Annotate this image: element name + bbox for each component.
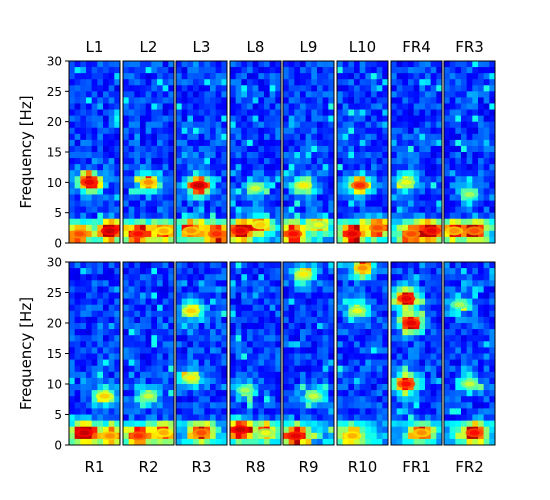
panel-label: R9: [299, 458, 319, 476]
y-tick-label: 20: [47, 115, 62, 129]
panel-label: L8: [247, 38, 265, 56]
panel-label: R1: [85, 458, 105, 476]
y-axis-label: Frequency [Hz]: [17, 297, 35, 410]
panel-label: FR3: [455, 38, 484, 56]
y-tick-label: 15: [47, 347, 62, 361]
spectrogram-image: [230, 61, 282, 244]
spectrogram-panel-l1: L1: [69, 38, 121, 244]
y-tick-label: 30: [47, 55, 62, 69]
panel-label: L10: [349, 38, 376, 56]
y-tick-label: 20: [47, 317, 62, 331]
y-axis: 0 5 10 15 20 25 30 Frequency [Hz]: [17, 256, 69, 453]
y-tick-label: 5: [54, 408, 62, 422]
spectrogram-image: [69, 262, 121, 446]
spectrogram-panel-r9: R9: [283, 262, 335, 476]
y-tick-label: 10: [47, 176, 62, 190]
spectrogram-panel-fr2: FR2: [444, 262, 496, 476]
spectrogram-panel-l3: L3: [176, 38, 228, 244]
y-tick-label: 15: [47, 146, 62, 160]
y-tick-label: 25: [47, 85, 62, 99]
spectrogram-panel-r2: R2: [123, 262, 175, 476]
spectrogram-image: [123, 262, 175, 446]
panel-label: FR1: [402, 458, 431, 476]
panel-label: L1: [86, 38, 104, 56]
panel-label: R3: [192, 458, 212, 476]
y-tick-label: 5: [54, 206, 62, 220]
spectrogram-row-1: L1 L2 L3 L8 L9 L10 FR4 FR3 0 5 10 15 20 25 30 Frequency…: [17, 38, 496, 251]
y-tick-label: 0: [54, 439, 62, 453]
panel-label: L9: [300, 38, 318, 56]
spectrogram-row-2: R1 R2 R3 R8 R9 R10 FR1 FR2 0 5 10 15 20 25 30 Frequency…: [17, 256, 496, 477]
spectrogram-panel-fr3: FR3: [444, 38, 496, 244]
spectrogram-image: [337, 61, 389, 244]
spectrogram-image: [444, 262, 496, 446]
spectrogram-image: [176, 61, 228, 244]
panel-label: FR2: [455, 458, 484, 476]
spectrogram-panel-r10: R10: [337, 262, 389, 476]
spectrogram-image: [283, 61, 335, 244]
spectrogram-panel-l9: L9: [283, 38, 335, 244]
spectrogram-panel-r8: R8: [230, 262, 282, 476]
y-tick-label: 25: [47, 286, 62, 300]
spectrogram-image: [283, 262, 335, 446]
y-axis: 0 5 10 15 20 25 30 Frequency [Hz]: [17, 55, 69, 251]
y-tick-label: 30: [47, 256, 62, 270]
spectrogram-image: [176, 262, 228, 446]
spectrogram-panel-fr1: FR1: [391, 262, 443, 476]
spectrogram-image: [391, 61, 443, 244]
panel-label: R10: [348, 458, 378, 476]
spectrogram-image: [391, 262, 443, 446]
panel-label: R8: [246, 458, 266, 476]
spectrogram-image: [230, 262, 282, 446]
y-axis-label: Frequency [Hz]: [17, 95, 35, 208]
y-tick-label: 0: [54, 237, 62, 251]
spectrogram-image: [444, 61, 496, 244]
spectrogram-panel-r3: R3: [176, 262, 228, 476]
panel-label: FR4: [402, 38, 431, 56]
spectrogram-panel-r1: R1: [69, 262, 121, 476]
spectrogram-image: [337, 262, 389, 446]
panel-label: L3: [193, 38, 211, 56]
spectrogram-image: [123, 61, 175, 244]
spectrogram-panel-l10: L10: [337, 38, 389, 244]
spectrogram-panel-l8: L8: [230, 38, 282, 244]
panel-label: L2: [140, 38, 158, 56]
spectrogram-image: [69, 61, 121, 244]
spectrogram-panel-l2: L2: [123, 38, 175, 244]
panel-label: R2: [139, 458, 159, 476]
spectrogram-panel-fr4: FR4: [391, 38, 443, 244]
y-tick-label: 10: [47, 378, 62, 392]
